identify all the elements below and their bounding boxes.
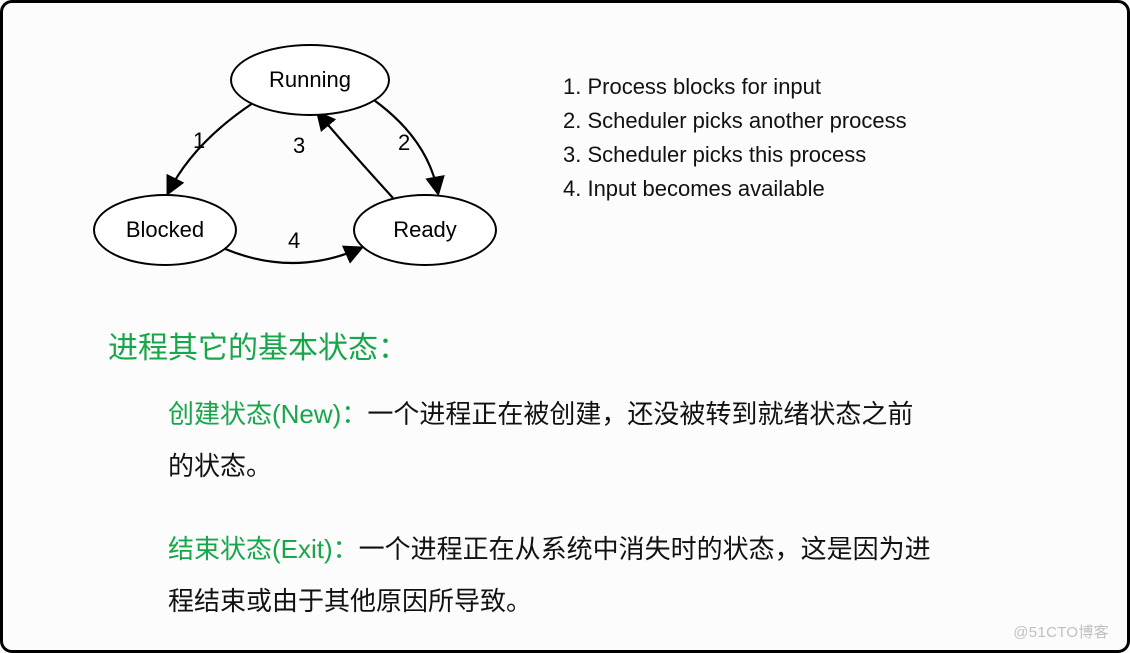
edge-1 [168,103,253,193]
edge-3 [318,113,393,198]
node-blocked: Blocked [93,194,237,266]
watermark: @51CTO博客 [1013,621,1109,642]
section-heading: 进程其它的基本状态： [108,323,408,367]
edge-label-1: 1 [193,128,205,154]
legend-item: 2. Scheduler picks another process [563,104,907,138]
legend-item: 3. Scheduler picks this process [563,138,907,172]
edge-label-3: 3 [293,133,305,159]
definition-new: 创建状态(New)：一个进程正在被创建，还没被转到就绪状态之前的状态。 [168,388,938,492]
edge-label-4: 4 [288,228,300,254]
state-diagram: Running Blocked Ready 1 2 3 4 [93,33,523,293]
node-ready: Ready [353,194,497,266]
legend-item: 1. Process blocks for input [563,70,907,104]
definition-term: 结束状态(Exit)： [168,534,359,564]
legend: 1. Process blocks for input 2. Scheduler… [563,70,907,206]
node-running: Running [230,44,390,116]
edge-label-2: 2 [398,130,410,156]
node-label: Blocked [126,217,204,243]
node-label: Running [269,67,351,93]
definition-exit: 结束状态(Exit)：一个进程正在从系统中消失时的状态，这是因为进程结束或由于其… [168,523,938,627]
definition-term: 创建状态(New)： [168,399,367,429]
legend-item: 4. Input becomes available [563,172,907,206]
node-label: Ready [393,217,457,243]
